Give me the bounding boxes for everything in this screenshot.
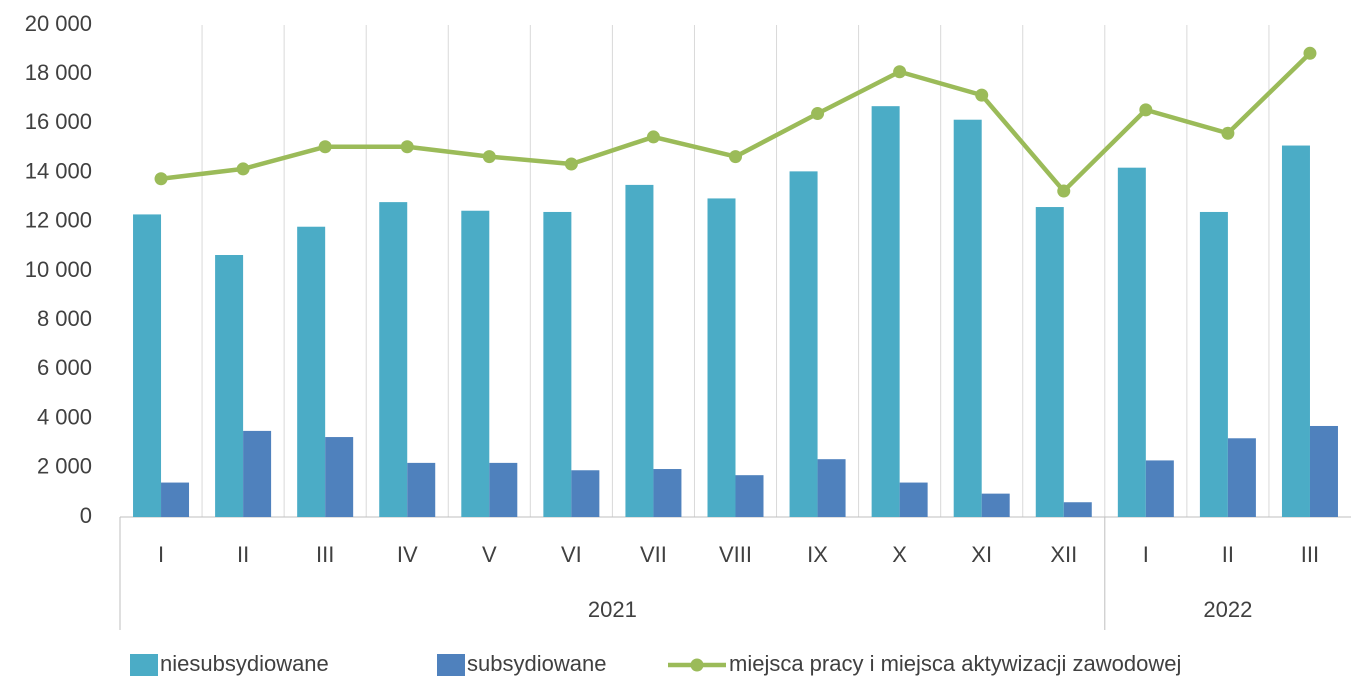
bar xyxy=(899,482,928,517)
bar xyxy=(133,214,162,518)
bar xyxy=(1199,211,1228,517)
bar xyxy=(161,482,190,517)
x-tick-label: III xyxy=(1301,542,1319,567)
bar xyxy=(379,202,408,517)
bar xyxy=(653,469,682,517)
line-marker xyxy=(1057,184,1071,198)
bar xyxy=(707,198,736,517)
legend-swatch xyxy=(437,654,465,676)
line-marker xyxy=(318,140,332,154)
line-marker xyxy=(811,107,825,121)
y-tick-label: 0 xyxy=(80,503,92,528)
y-tick-label: 2 000 xyxy=(37,454,92,479)
bar xyxy=(571,470,600,517)
bar xyxy=(461,210,490,518)
x-tick-label: I xyxy=(158,542,164,567)
bar xyxy=(243,430,272,517)
y-tick-label: 12 000 xyxy=(25,208,92,233)
x-tick-label: X xyxy=(892,542,907,567)
x-tick-label: III xyxy=(316,542,334,567)
line-marker xyxy=(400,140,414,154)
x-tick-label: VII xyxy=(640,542,667,567)
y-tick-label: 8 000 xyxy=(37,306,92,331)
bar xyxy=(981,493,1010,517)
legend-label: subsydiowane xyxy=(467,651,606,676)
x-tick-label: IX xyxy=(807,542,828,567)
bar xyxy=(543,211,572,517)
bar xyxy=(1227,438,1256,517)
line-marker xyxy=(236,162,250,176)
y-tick-label: 14 000 xyxy=(25,158,92,183)
x-tick-label: VIII xyxy=(719,542,752,567)
x-tick-label: IV xyxy=(397,542,418,567)
bar xyxy=(1309,425,1338,517)
y-tick-label: 18 000 xyxy=(25,60,92,85)
line-marker xyxy=(1139,103,1153,117)
legend-label: miejsca pracy i miejsca aktywizacji zawo… xyxy=(729,651,1181,676)
bar xyxy=(1063,502,1092,517)
bar xyxy=(817,459,846,517)
bar xyxy=(1281,145,1310,518)
bar xyxy=(735,475,764,517)
x-tick-label: XII xyxy=(1050,542,1077,567)
bar xyxy=(215,255,244,517)
line-marker xyxy=(1221,126,1235,140)
line-marker xyxy=(729,150,742,164)
line-marker xyxy=(893,65,907,79)
line-marker xyxy=(154,172,168,186)
line-marker xyxy=(564,157,578,171)
legend-label: niesubsydiowane xyxy=(160,651,329,676)
bar xyxy=(297,226,326,517)
x-tick-label: VI xyxy=(561,542,582,567)
y-tick-label: 4 000 xyxy=(37,404,92,429)
group-label: 2022 xyxy=(1203,597,1252,622)
bar xyxy=(1145,460,1174,517)
y-tick-label: 6 000 xyxy=(37,355,92,380)
bar xyxy=(789,171,818,517)
bar xyxy=(871,106,900,518)
bar xyxy=(489,462,518,517)
line-marker xyxy=(482,150,496,164)
legend-marker xyxy=(690,658,704,672)
legend-swatch xyxy=(130,654,158,676)
bar xyxy=(325,437,354,517)
x-tick-label: I xyxy=(1143,542,1149,567)
bar xyxy=(625,184,654,517)
y-tick-label: 20 000 xyxy=(25,11,92,36)
line-marker xyxy=(1303,46,1317,60)
x-tick-label: II xyxy=(237,542,249,567)
line-marker xyxy=(975,88,989,102)
y-tick-label: 10 000 xyxy=(25,257,92,282)
x-tick-label: XI xyxy=(971,542,992,567)
x-tick-label: V xyxy=(482,542,497,567)
bar xyxy=(407,462,436,517)
bar xyxy=(953,119,982,518)
bar xyxy=(1117,167,1146,517)
bar xyxy=(1035,207,1064,518)
x-tick-label: II xyxy=(1222,542,1234,567)
group-label: 2021 xyxy=(588,597,637,622)
line-marker xyxy=(646,130,660,144)
y-tick-label: 16 000 xyxy=(25,109,92,134)
